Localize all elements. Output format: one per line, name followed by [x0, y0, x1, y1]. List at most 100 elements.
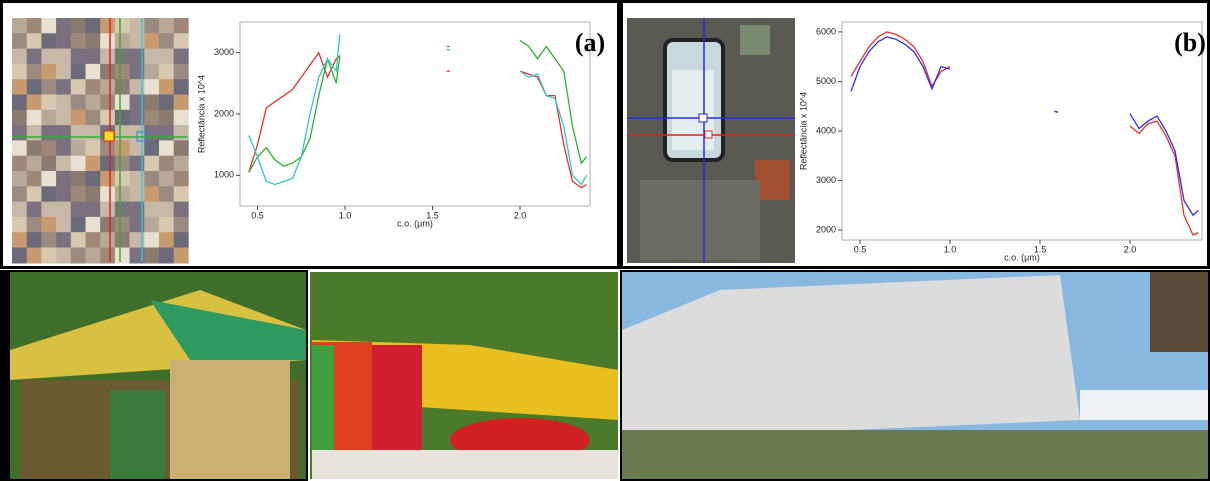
pixel [100, 140, 115, 156]
pixel [174, 110, 189, 126]
pixel [12, 248, 27, 264]
pixel [174, 217, 189, 233]
y-tick-label: 4000 [816, 125, 836, 135]
pixel [27, 95, 42, 111]
pixel [86, 64, 101, 80]
x-tick-label: 2.0 [514, 210, 527, 220]
x-axis-label: c.o. (μm) [1004, 252, 1040, 262]
pixel [12, 171, 27, 187]
pixel [41, 49, 56, 65]
pixel [100, 156, 115, 172]
pixel [115, 125, 130, 141]
pixel [174, 64, 189, 80]
pixel [12, 18, 27, 34]
pixel [115, 95, 130, 111]
pixel [86, 217, 101, 233]
pixel [159, 202, 174, 218]
pixel [115, 49, 130, 65]
pixel [174, 171, 189, 187]
pixel [71, 186, 86, 202]
pixel [159, 33, 174, 49]
pixel [144, 217, 159, 233]
pixel [115, 232, 130, 248]
x-tick-label: 0.5 [251, 210, 264, 220]
pixel-image-a [12, 18, 189, 264]
pixel [71, 202, 86, 218]
pixel [144, 171, 159, 187]
pixel [27, 33, 42, 49]
pixel [115, 217, 130, 233]
pixel [86, 156, 101, 172]
pixel [12, 110, 27, 126]
pixel [100, 33, 115, 49]
x-tick-label: 1.0 [339, 210, 352, 220]
pixel [86, 140, 101, 156]
photo-tent [310, 272, 618, 479]
pixel [12, 79, 27, 95]
pixel [144, 18, 159, 34]
photo-hangar [620, 270, 1210, 481]
pixel [144, 248, 159, 264]
y-axis-label: Reflectância x 10^4 [196, 75, 206, 153]
pixel [86, 171, 101, 187]
pixel [41, 140, 56, 156]
pixel [27, 156, 42, 172]
pixel [159, 79, 174, 95]
pixel [71, 156, 86, 172]
pixel [56, 140, 71, 156]
pixel [144, 202, 159, 218]
pixel [41, 202, 56, 218]
pixel [86, 18, 101, 34]
panel-label: (b) [1174, 28, 1206, 57]
pixel [12, 232, 27, 248]
pixel [56, 186, 71, 202]
pixel [100, 95, 115, 111]
x-axis-label: c.o. (μm) [397, 218, 433, 228]
pixel [100, 171, 115, 187]
photo-kiosk [0, 270, 308, 481]
pixel [86, 110, 101, 126]
pixel [71, 125, 86, 141]
pixel [100, 79, 115, 95]
pixel [144, 95, 159, 111]
pixel [41, 95, 56, 111]
pixel [159, 232, 174, 248]
pixel [56, 125, 71, 141]
pixel [174, 33, 189, 49]
pixel [100, 217, 115, 233]
pixel [174, 95, 189, 111]
pixel [115, 202, 130, 218]
pixel [100, 49, 115, 65]
pixel [86, 202, 101, 218]
x-tick-label: 1.0 [944, 244, 957, 254]
pixel [174, 49, 189, 65]
y-tick-label: 2000 [214, 108, 234, 118]
pixel [41, 18, 56, 34]
pixel [27, 140, 42, 156]
pixel [115, 64, 130, 80]
pixel [86, 79, 101, 95]
pixel [115, 79, 130, 95]
pixel [115, 186, 130, 202]
pixel [115, 171, 130, 187]
pixel [56, 64, 71, 80]
pixel [56, 18, 71, 34]
y-tick-label: 1000 [214, 170, 234, 180]
pixel [100, 232, 115, 248]
pixel [41, 156, 56, 172]
pixel [56, 217, 71, 233]
pixel [100, 110, 115, 126]
panel-label: (a) [575, 28, 605, 57]
pixel [41, 248, 56, 264]
pixel [27, 171, 42, 187]
pixel [71, 171, 86, 187]
pixel [86, 95, 101, 111]
pixel [159, 140, 174, 156]
pixel [41, 186, 56, 202]
pixel [12, 217, 27, 233]
pixel [144, 64, 159, 80]
pixel [12, 156, 27, 172]
pixel [41, 232, 56, 248]
pixel [41, 125, 56, 141]
pixel [12, 64, 27, 80]
